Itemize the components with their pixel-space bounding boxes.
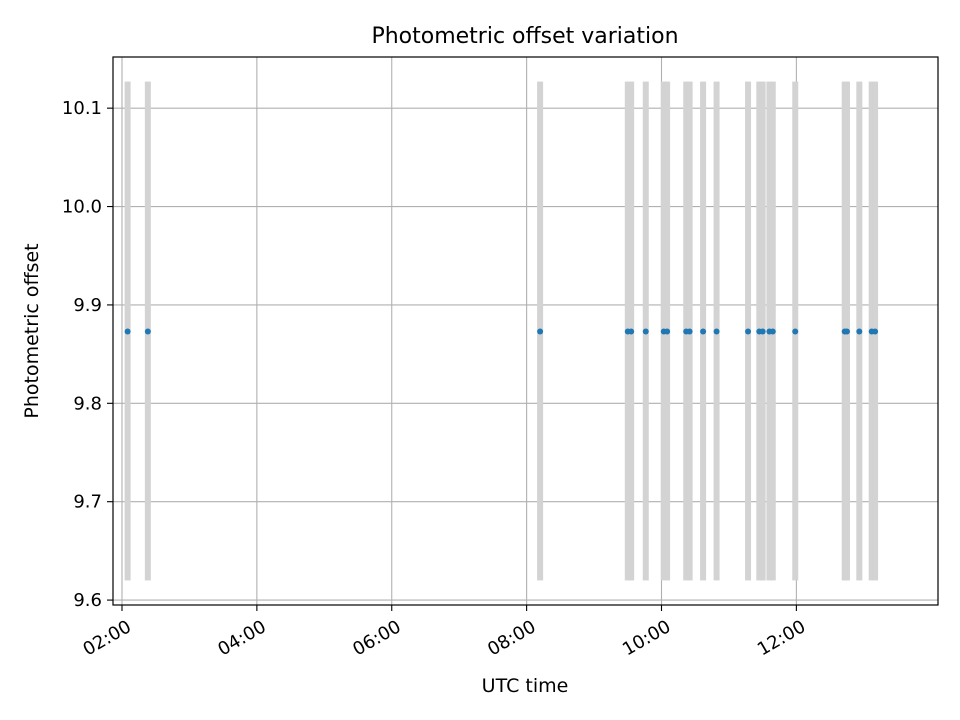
data-point [792, 328, 799, 335]
grid [113, 57, 938, 605]
data-point [856, 328, 863, 335]
x-axis-label: UTC time [482, 675, 569, 697]
data-point [124, 328, 131, 335]
y-tick-label: 9.7 [73, 492, 102, 513]
data-point [769, 328, 776, 335]
plot-frame [112, 56, 939, 606]
data-point [759, 328, 766, 335]
data-point [628, 328, 635, 335]
y-tick-label: 9.9 [73, 295, 102, 316]
y-axis-ticks: 9.6 9.7 9.8 9.9 10.0 10.1 [62, 98, 113, 611]
y-tick-label: 10.0 [62, 197, 102, 218]
data-point [713, 328, 720, 335]
data-point [700, 328, 707, 335]
y-axis-label: Photometric offset [21, 243, 43, 418]
y-tick-label: 10.1 [62, 98, 102, 119]
y-tick-label: 9.8 [73, 393, 102, 414]
data-point [872, 328, 879, 335]
data-point [745, 328, 752, 335]
data-points [124, 328, 879, 335]
data-point [686, 328, 693, 335]
data-point [642, 328, 649, 335]
data-point [843, 328, 850, 335]
y-tick-label: 9.6 [73, 590, 102, 611]
data-point [664, 328, 671, 335]
data-point [144, 328, 151, 335]
chart-title: Photometric offset variation [371, 24, 678, 49]
data-point [537, 328, 544, 335]
